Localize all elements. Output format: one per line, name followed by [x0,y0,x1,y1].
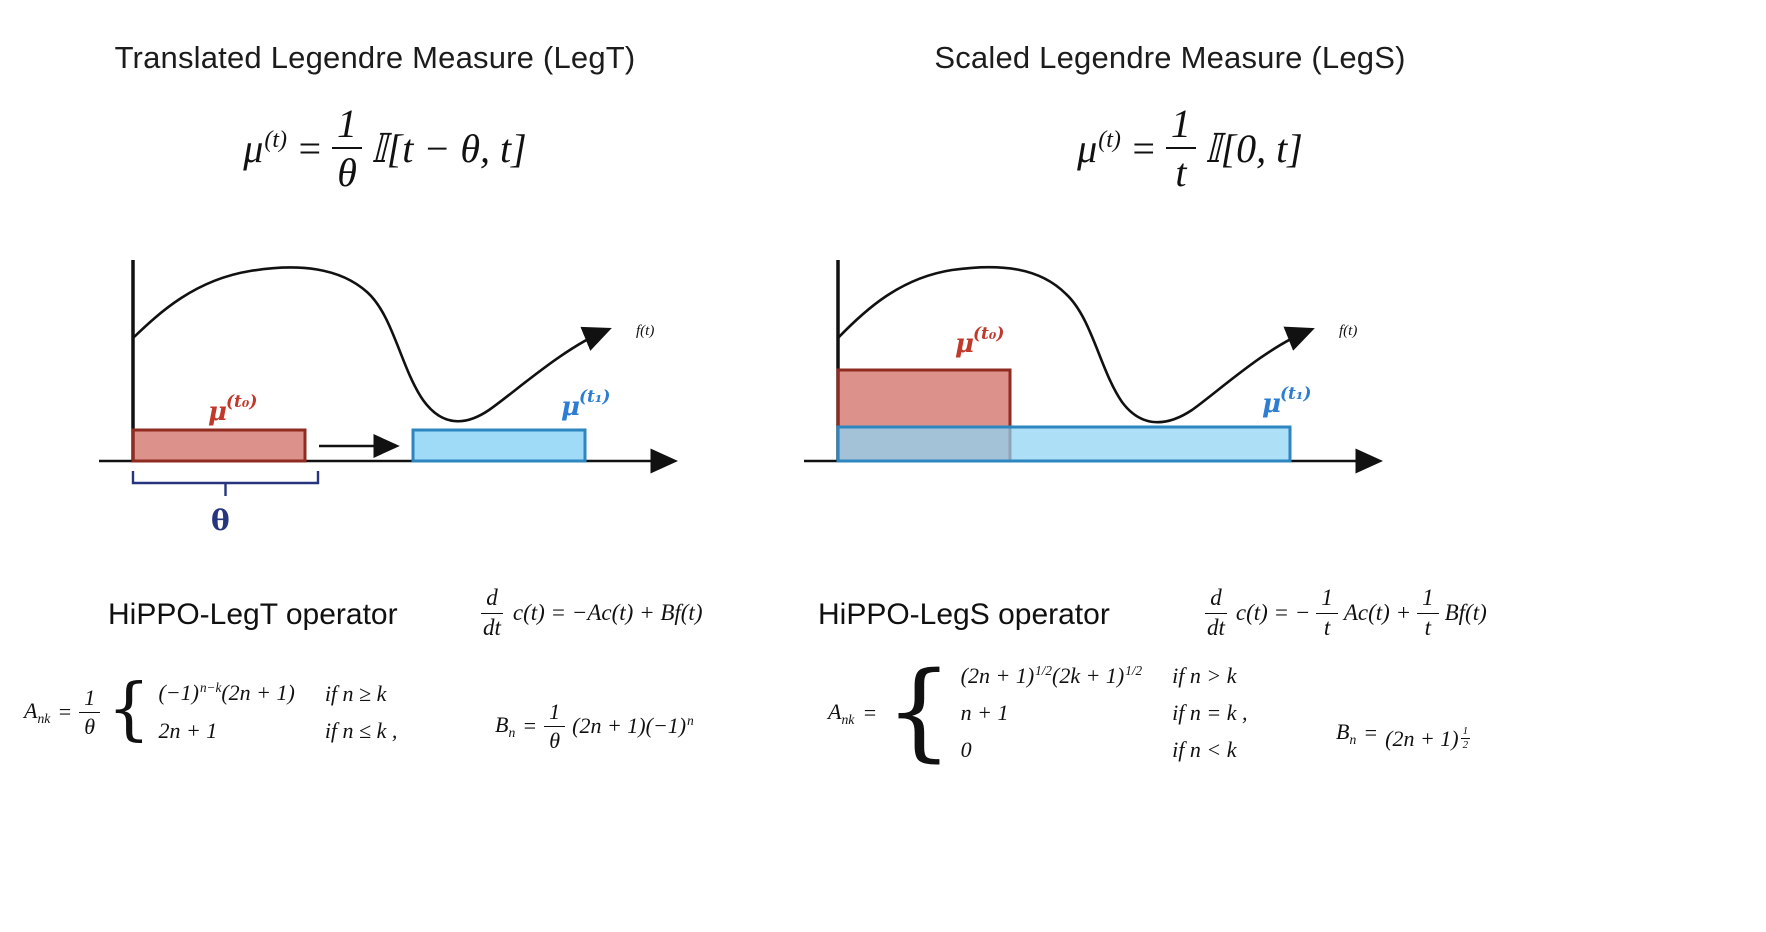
B-n-symbol: Bn [1336,718,1357,747]
legt-operator-heading: HiPPO-LegT operator [108,598,398,631]
theta-brace [131,471,320,485]
ode-segment: Ac(t) + [1343,600,1412,626]
legt-title: Translated Legendre Measure (LegT) [114,40,636,75]
f-of-t-label: f(t) [1339,323,1357,339]
indicator-interval: 𝕀[0, t] [1204,125,1303,171]
legs-window-t1-rect [836,425,1292,463]
case2-expression: 2n + 1 [158,717,218,743]
case2-expression: n + 1 [960,700,1009,726]
mu-symbol: μ [1077,125,1098,171]
equals-sign: = [57,699,73,724]
equals-sign: = [522,713,538,739]
f-of-t-label: f(t) [636,323,654,339]
case1-condition: if n ≥ k [324,680,387,706]
mu-t0-label-sup: (t₀) [973,324,1004,344]
B-body: (2n + 1)(−1)n [572,713,694,739]
legs-A-matrix-formula: Ank = { (2n + 1)1/2(2k + 1)1/2 if n > k … [828,649,1248,772]
d-over-dt-fraction: d dt [481,585,503,640]
ode-body: c(t) = −Ac(t) + Bf(t) [512,600,703,626]
mu-sup: (t) [264,126,288,153]
equals-sign: = [1129,125,1157,171]
piecewise-cases: { (2n + 1)1/2(2k + 1)1/2 if n > k n + 1 … [885,649,1248,772]
piecewise-cases: { (−1)n−k(2n + 1) if n ≥ k 2n + 1 if n ≤… [107,670,398,749]
legt-window-t1-rect [411,428,587,463]
d-over-dt-fraction: d dt [1205,585,1227,640]
B-n-symbol: Bn [495,711,516,740]
legt-ode-formula: d dt c(t) = −Ac(t) + Bf(t) [478,585,703,641]
theta-label: θ [211,504,230,537]
equals-sign: = [296,125,324,171]
case2-condition: if n = k , [1172,700,1248,726]
mu-t1-label-sup: (t₁) [579,387,610,407]
mu-t1-label: μ [561,392,580,422]
mu-superscript-t: μ(t) [1077,125,1121,172]
indicator-interval: 𝕀[t − θ, t] [371,125,527,171]
case1-condition: if n > k [1172,663,1237,689]
left-brace: { [885,649,953,772]
mu-t1-label: μ [1262,389,1281,419]
equals-sign: = [862,700,878,725]
A-nk-symbol: Ank [24,697,51,726]
ode-segment: Bf(t) [1444,600,1487,626]
A-nk-symbol: Ank [828,698,855,727]
legt-window-t0-rect [131,428,307,463]
mu-t0-label: μ [208,397,227,427]
legs-title: Scaled Legendre Measure (LegS) [934,40,1406,75]
ode-segment: c(t) = − [1235,600,1311,626]
signal-curve [836,265,1315,424]
legs-operator-heading: HiPPO-LegS operator [818,598,1110,631]
mu-t1-label-sup: (t₁) [1280,384,1311,404]
legs-B-vector-formula: Bn = (2n + 1) 1 2 [1336,714,1471,752]
mu-sup: (t) [1098,126,1121,153]
mu-t0-label-sup: (t₀) [226,392,257,412]
case1-expression: (−1)n−k(2n + 1) [158,680,295,706]
mu-t0-label: μ [955,329,974,359]
signal-curve [131,266,612,423]
case3-expression: 0 [960,737,972,763]
fraction-denominator: θ [337,150,357,196]
case2-condition: if n ≤ k , [324,717,398,743]
mu-symbol: μ [243,125,264,171]
equals-sign: = [1363,720,1379,746]
legt-plot: μ (t₀) μ (t₁) f(t) θ [99,260,678,537]
fraction-numerator: 1 [332,102,363,150]
legs-plot: μ (t₀) μ (t₁) f(t) [804,260,1383,474]
B-body: (2n + 1) 1 2 [1385,714,1471,752]
mu-superscript-t: μ(t) [243,125,287,172]
case3-condition: if n < k [1172,737,1237,763]
left-brace: { [107,670,151,749]
case1-expression: (2n + 1)1/2(2k + 1)1/2 [960,662,1143,689]
